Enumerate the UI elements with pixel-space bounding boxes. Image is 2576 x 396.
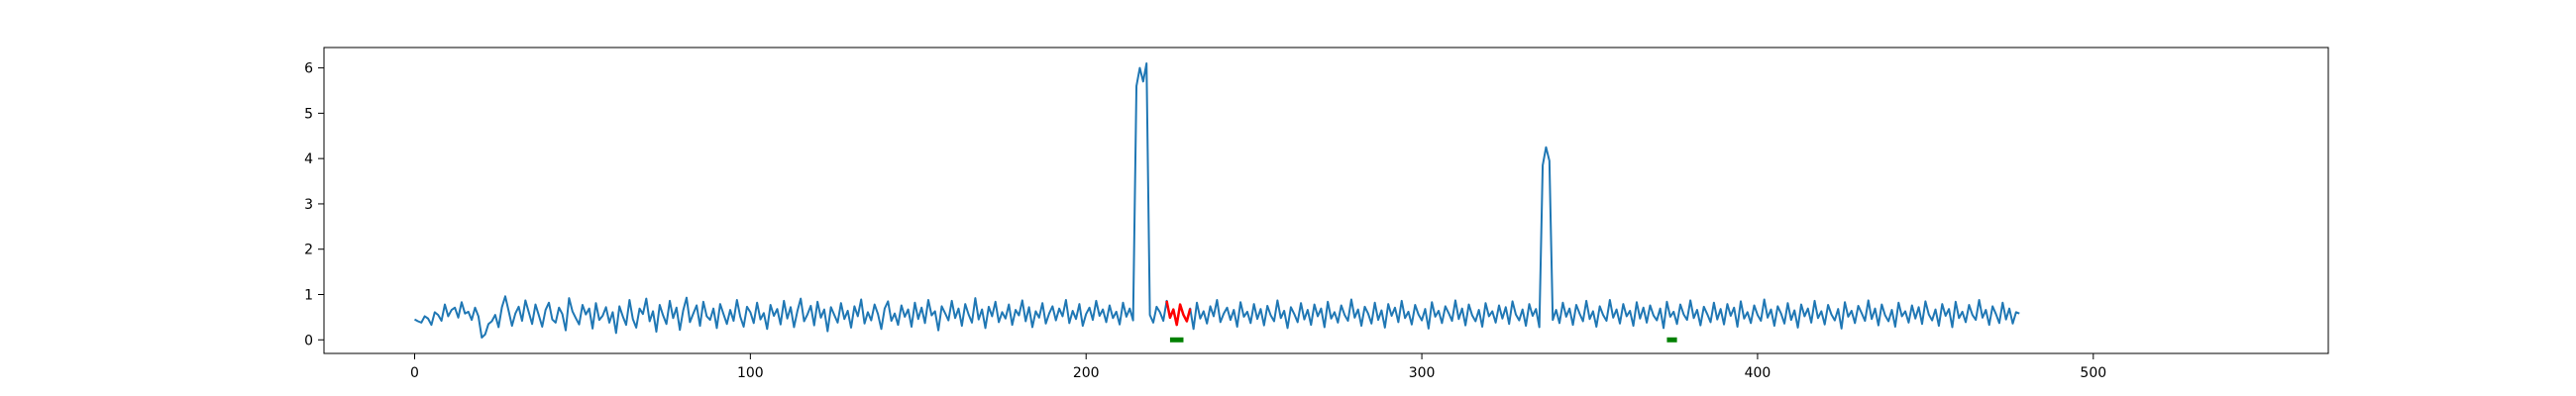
x-axis: 0 100 200 300 400 500 <box>410 353 2106 381</box>
x-tick-label: 200 <box>1073 365 1100 381</box>
highlight-line <box>1165 300 1192 327</box>
x-tick-label: 500 <box>2080 365 2106 381</box>
y-tick-label: 5 <box>304 106 313 122</box>
y-tick-label: 6 <box>304 61 313 77</box>
y-tick-label: 3 <box>304 197 313 213</box>
y-tick-label: 1 <box>304 287 313 303</box>
plot-frame <box>323 47 2329 354</box>
x-tick-label: 300 <box>1409 365 1436 381</box>
x-tick-label: 400 <box>1745 365 1771 381</box>
y-tick-label: 4 <box>304 151 313 167</box>
x-tick-label: 100 <box>737 365 764 381</box>
plot-content <box>414 62 2020 343</box>
y-tick-label: 2 <box>304 243 313 258</box>
y-axis: 0 1 2 3 4 5 6 <box>304 61 324 348</box>
y-tick-label: 0 <box>304 333 313 348</box>
x-tick-label: 0 <box>410 365 419 381</box>
series-line <box>414 62 2020 339</box>
